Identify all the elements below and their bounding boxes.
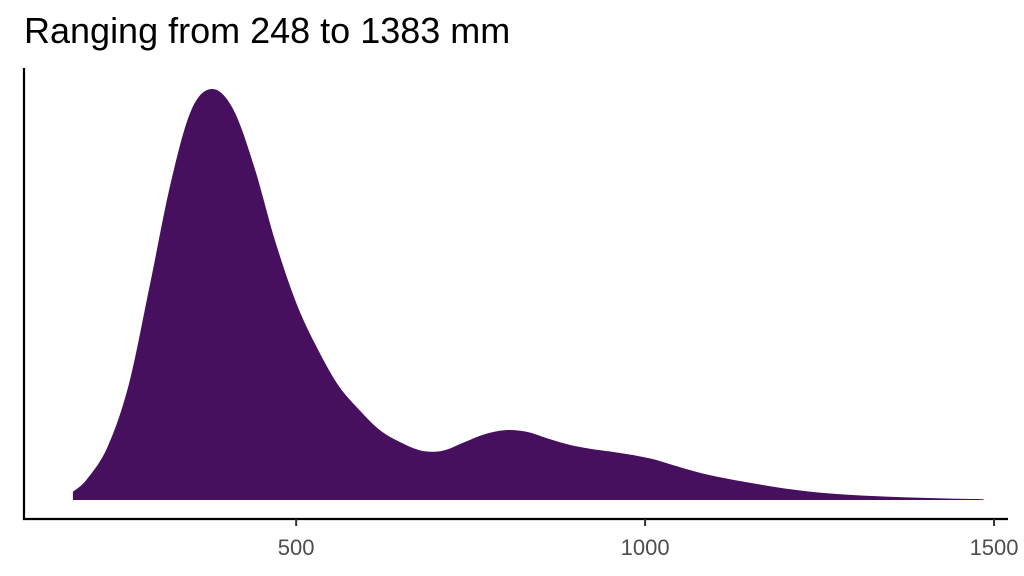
density-area	[72, 89, 984, 500]
chart-title: Ranging from 248 to 1383 mm	[24, 10, 511, 51]
x-tick-label: 1500	[970, 535, 1019, 560]
x-axis-ticks: 500 1000 1500	[278, 519, 1019, 560]
x-tick-label: 500	[278, 535, 315, 560]
x-tick-label: 1000	[621, 535, 670, 560]
